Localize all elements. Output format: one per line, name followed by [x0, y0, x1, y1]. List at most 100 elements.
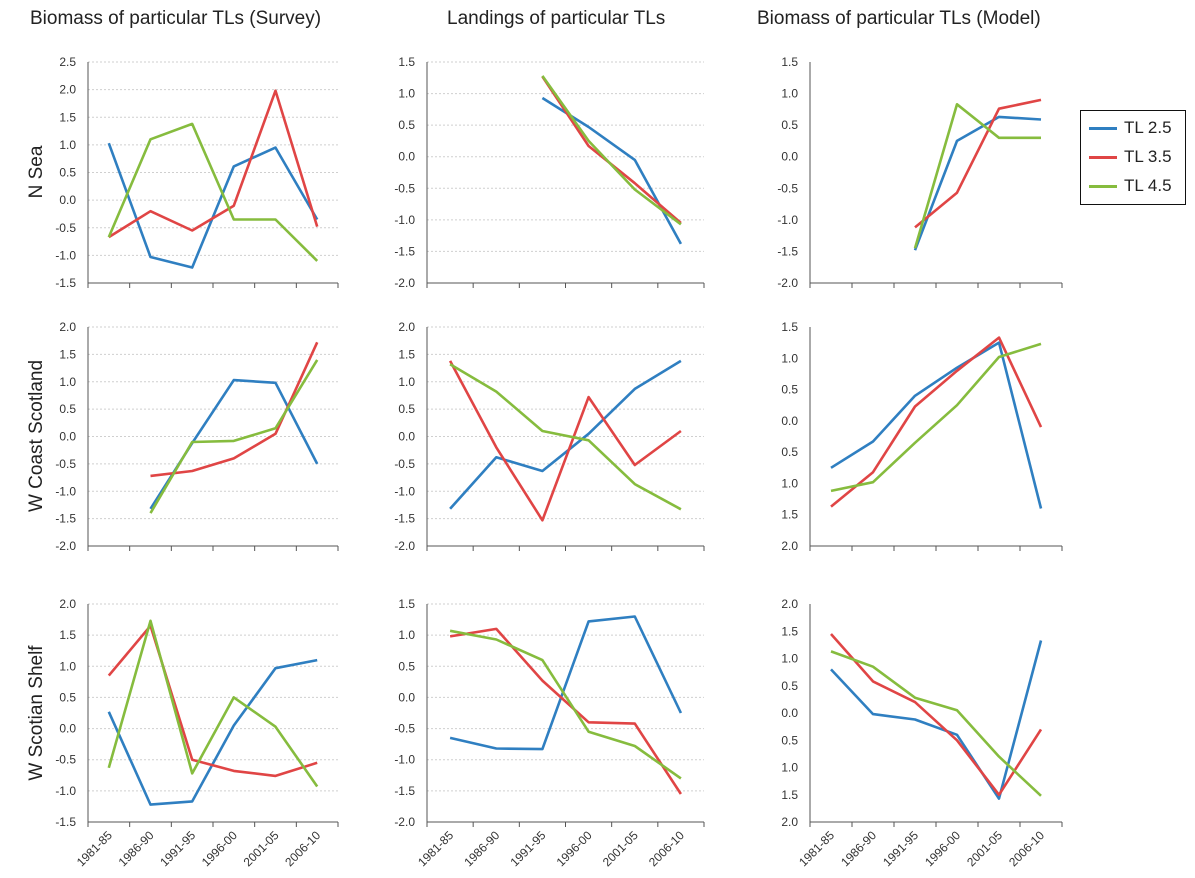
y-tick-label: 1.5 — [781, 55, 798, 69]
series-line-tl-2-5 — [107, 658, 318, 806]
panel: 2.5 2.0 1.5 1.0 0.5 0.0 -0.5 -1.0 -1.5 — [55, 55, 339, 290]
legend-label: TL 4.5 — [1124, 176, 1172, 195]
column-title-model: Biomass of particular TLs (Model) — [757, 8, 1041, 29]
y-tick-label: 1.0 — [59, 659, 76, 673]
y-tick-label: 1.5 — [59, 628, 76, 642]
y-tick-label: 0.5 — [398, 118, 415, 132]
series-line-tl-4-5 — [107, 619, 319, 788]
y-tick-label: 2.0 — [398, 320, 415, 334]
y-tick-label: 0.0 — [398, 150, 415, 164]
y-tick-label: 0.0 — [781, 414, 798, 428]
y-tick-label: -1.5 — [55, 276, 76, 290]
y-tick-label: -1.0 — [777, 213, 798, 227]
y-tick-label: -2.0 — [777, 276, 798, 290]
y-tick-label: 1.5 — [398, 347, 415, 361]
panel: 1.5 1.0 0.5 0.0 -0.5 -1.0 -1.5 -2.0 — [394, 55, 705, 290]
x-tick-label: 1986-90 — [461, 828, 502, 869]
y-tick-label: 0.5 — [781, 445, 798, 459]
y-tick-label: 2.5 — [59, 55, 76, 69]
x-tick-label: 1981-85 — [74, 828, 115, 869]
series-line-tl-2-5 — [449, 359, 682, 510]
y-tick-label: 0.5 — [59, 402, 76, 416]
y-tick-label: 0.5 — [781, 118, 798, 132]
panel: 1.5 1.0 0.5 0.0 0.5 1.0 1.5 2.0 — [781, 320, 1063, 553]
series-line-tl-4-5 — [449, 363, 682, 511]
y-tick-label: -2.0 — [55, 539, 76, 553]
y-tick-label: -0.5 — [55, 753, 76, 767]
y-tick-label: 0.0 — [59, 430, 76, 444]
y-tick-label: 1.0 — [781, 351, 798, 365]
y-tick-label: 0.0 — [59, 193, 76, 207]
y-tick-label: 0.5 — [59, 690, 76, 704]
y-tick-label: -1.5 — [394, 784, 415, 798]
x-tick-label: 1986-90 — [116, 828, 157, 869]
y-tick-label: -1.5 — [55, 815, 76, 829]
y-tick-label: 0.5 — [781, 383, 798, 397]
y-tick-label: 0.0 — [398, 690, 415, 704]
series-line-tl-4-5 — [830, 650, 1042, 797]
row-label-w-scotian-shelf: W Scotian Shelf — [26, 645, 47, 781]
y-tick-label: 0.5 — [398, 659, 415, 673]
x-tick-label: 2006-10 — [1006, 828, 1047, 869]
series-line-tl-4-5 — [541, 75, 682, 226]
series-line-tl-3-5 — [830, 633, 1043, 797]
y-tick-label: -1.5 — [394, 512, 415, 526]
legend: TL 2.5 TL 3.5 TL 4.5 — [1080, 110, 1186, 205]
legend-item: TL 3.5 — [1089, 145, 1172, 169]
series-line-tl-2-5 — [830, 341, 1043, 509]
y-tick-label: -0.5 — [394, 181, 415, 195]
y-tick-label: -2.0 — [394, 539, 415, 553]
y-tick-label: -0.5 — [55, 221, 76, 235]
x-tick-label: 1991-95 — [507, 828, 548, 869]
y-tick-label: -1.0 — [394, 213, 415, 227]
column-title-landings: Landings of particular TLs — [447, 8, 666, 29]
series-line-tl-4-5 — [913, 103, 1041, 249]
y-tick-label: 0.5 — [59, 166, 76, 180]
series-line-tl-4-5 — [149, 359, 319, 514]
y-tick-label: 1.5 — [398, 597, 415, 611]
y-tick-label: 2.0 — [59, 320, 76, 334]
y-tick-label: -1.5 — [777, 244, 798, 258]
y-tick-label: 2.0 — [59, 83, 76, 97]
y-tick-label: -1.5 — [394, 244, 415, 258]
series-line-tl-3-5 — [108, 89, 319, 239]
x-tick-label: 2006-10 — [282, 828, 323, 869]
panel: 2.0 1.5 1.0 0.5 0.0 -0.5 -1.0 -1.5 -2.0 — [55, 320, 339, 553]
x-tick-label: 2006-10 — [646, 828, 687, 869]
y-tick-label: 0.0 — [398, 430, 415, 444]
x-tick-label: 1991-95 — [157, 828, 198, 869]
series-line-tl-2-5 — [541, 96, 683, 245]
x-tick-label: 2001-05 — [600, 828, 641, 869]
legend-swatch — [1089, 155, 1117, 159]
y-tick-label: -2.0 — [394, 815, 415, 829]
series-line-tl-3-5 — [448, 360, 682, 522]
y-tick-label: 1.5 — [781, 788, 798, 802]
y-tick-label: 0.5 — [781, 733, 798, 747]
series-line-tl-2-5 — [449, 615, 683, 751]
y-tick-label: -1.0 — [55, 248, 76, 262]
y-tick-label: 0.0 — [781, 706, 798, 720]
series-line-tl-4-5 — [449, 629, 682, 780]
y-tick-label: 1.0 — [781, 652, 798, 666]
y-tick-label: -1.0 — [394, 484, 415, 498]
y-tick-label: 2.0 — [781, 539, 798, 553]
panel: 1.5 1.0 0.5 0.0 -0.5 -1.0 -1.5 -2.0 — [777, 55, 1063, 290]
y-tick-label: 1.5 — [59, 347, 76, 361]
x-tick-label: 1996-00 — [554, 828, 595, 869]
y-tick-label: 0.0 — [59, 722, 76, 736]
y-tick-label: 0.5 — [398, 402, 415, 416]
row-label-w-coast-scotland: W Coast Scotland — [26, 359, 47, 513]
series-line-tl-3-5 — [107, 624, 318, 778]
y-tick-label: 2.0 — [781, 597, 798, 611]
row-label-n-sea: N Sea — [26, 145, 47, 199]
x-tick-label: 1986-90 — [838, 828, 879, 869]
x-tick-label: 1981-85 — [415, 828, 456, 869]
y-tick-label: 1.0 — [59, 138, 76, 152]
y-tick-label: 1.0 — [398, 628, 415, 642]
y-tick-label: 1.5 — [398, 55, 415, 69]
y-tick-label: 1.5 — [781, 624, 798, 638]
x-tick-label: 1991-95 — [880, 828, 921, 869]
y-tick-label: -1.0 — [394, 753, 415, 767]
